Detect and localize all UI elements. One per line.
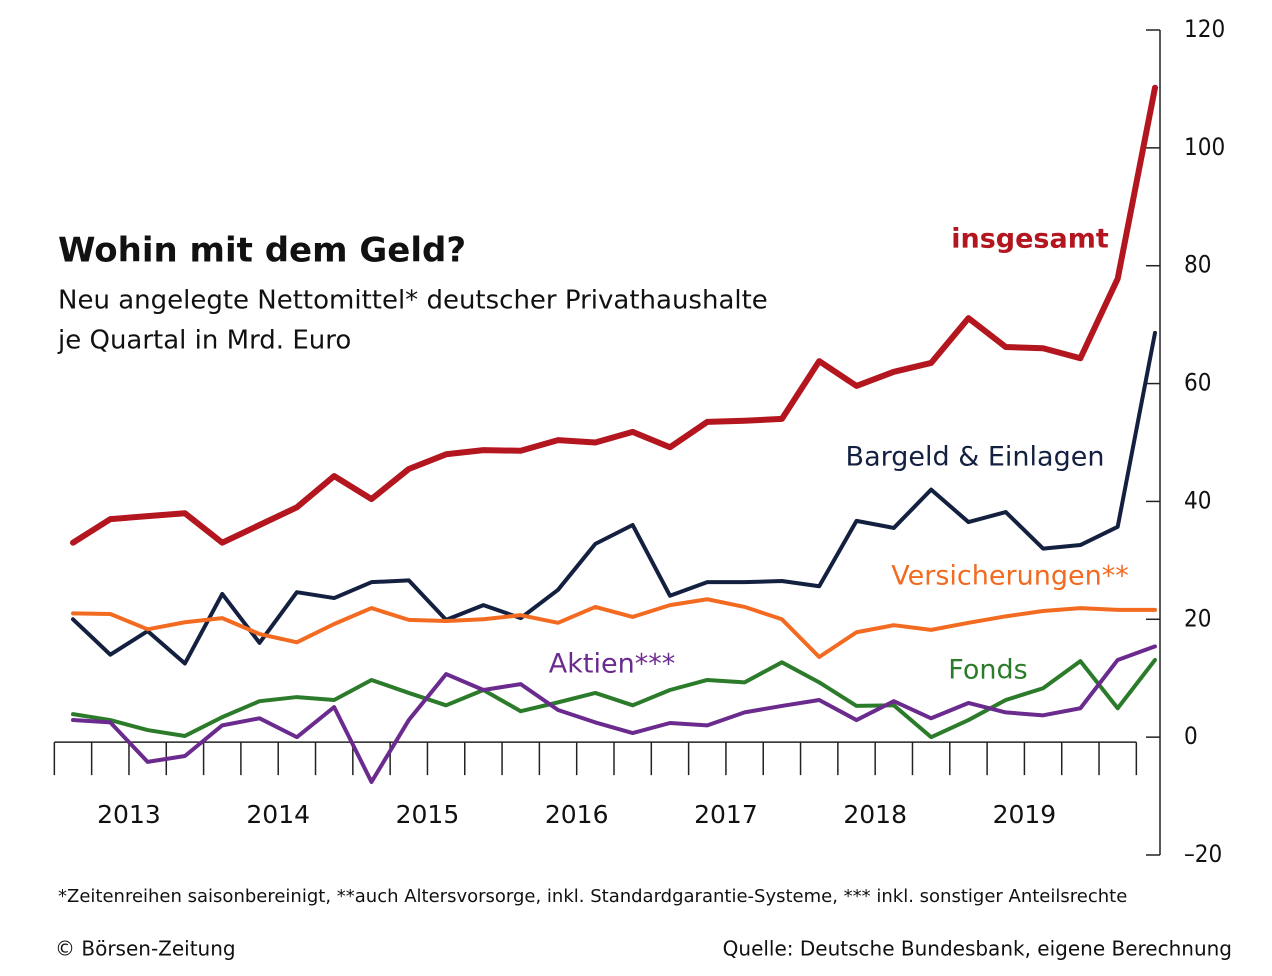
y-tick-label: 120: [1184, 15, 1225, 43]
y-tick-label: 0: [1184, 722, 1198, 750]
chart-subtitle: je Quartal in Mrd. Euro: [57, 326, 351, 356]
chart-title: Wohin mit dem Geld?: [58, 231, 466, 271]
series-line: [71, 330, 1157, 666]
x-tick-label: 2018: [843, 800, 907, 829]
x-tick-label: 2016: [545, 800, 609, 829]
series-line: [71, 644, 1157, 784]
footnote: *Zeitenreihen saisonbereinigt, **auch Al…: [58, 886, 1127, 907]
series-label: Aktien***: [549, 649, 675, 680]
series-label: Bargeld & Einlagen: [846, 442, 1105, 473]
series-line: [71, 657, 1157, 740]
series-line: [71, 597, 1157, 659]
x-tick-label: 2014: [246, 800, 310, 829]
y-tick-label: –20: [1184, 840, 1222, 868]
series-line: [70, 84, 1158, 546]
y-tick-label: 40: [1184, 486, 1211, 514]
chart-subtitle: Neu angelegte Nettomittel* deutscher Pri…: [58, 286, 768, 316]
series-label: Versicherungen**: [891, 561, 1128, 592]
x-tick-label: 2019: [993, 800, 1057, 829]
series-label: insgesamt: [951, 224, 1109, 255]
y-tick-label: 80: [1184, 251, 1211, 279]
x-tick-label: 2013: [97, 800, 161, 829]
source: Quelle: Deutsche Bundesbank, eigene Bere…: [723, 937, 1232, 961]
y-tick-label: 100: [1184, 133, 1225, 161]
x-tick-label: 2015: [396, 800, 460, 829]
y-tick-label: 20: [1184, 604, 1211, 632]
x-tick-label: 2017: [694, 800, 758, 829]
copyright: © Börsen-Zeitung: [55, 937, 236, 961]
series-label: Fonds: [948, 655, 1027, 686]
y-tick-label: 60: [1184, 369, 1211, 397]
